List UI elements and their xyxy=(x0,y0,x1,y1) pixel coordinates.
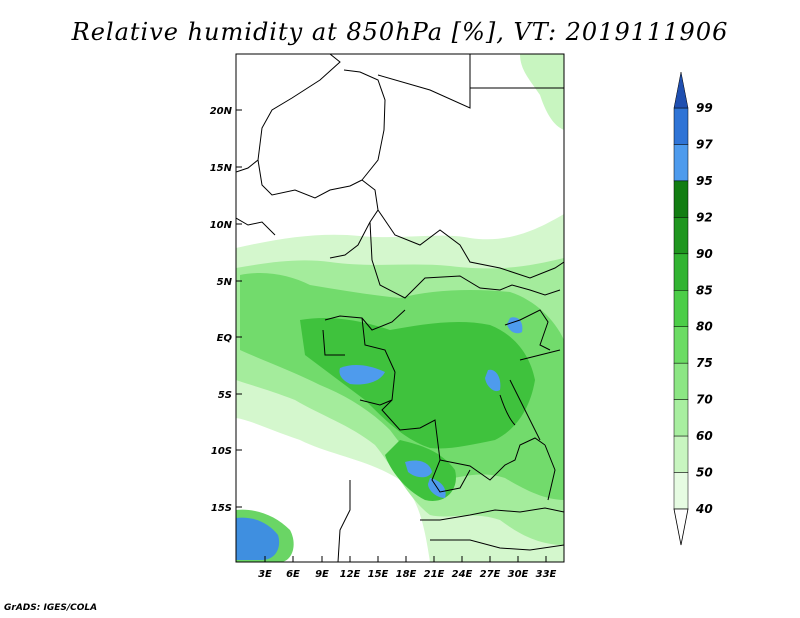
colorbar-label: 90 xyxy=(696,247,713,261)
colorbar-segment xyxy=(673,180,689,218)
humidity-field xyxy=(236,54,564,562)
colorbar-label: 85 xyxy=(696,283,713,297)
latitude-axis: 20N 15N 10N 5N EQ 5S 10S 15S xyxy=(210,106,242,514)
country-borders xyxy=(236,54,564,562)
map-frame xyxy=(235,53,565,563)
lon-tick-label: 18E xyxy=(396,569,417,580)
lat-tick-label: 10N xyxy=(210,220,233,231)
lon-tick-label: 6E xyxy=(286,569,300,580)
colorbar-segment xyxy=(673,435,689,473)
colorbar-label: 92 xyxy=(696,210,713,224)
lon-tick-label: 15E xyxy=(368,569,389,580)
lon-tick-label: 33E xyxy=(536,569,557,580)
colorbar-label: 80 xyxy=(696,320,713,334)
colorbar-label: 70 xyxy=(696,393,713,407)
map-title: Relative humidity at 850hPa [%], VT: 201… xyxy=(71,18,729,46)
lat-tick-label: EQ xyxy=(217,333,233,344)
lon-tick-label: 30E xyxy=(508,569,529,580)
colorbar-segment xyxy=(673,362,689,400)
lat-tick-label: 5N xyxy=(217,277,233,288)
colorbar-label: 95 xyxy=(696,174,713,188)
colorbar-segment xyxy=(673,290,689,327)
colorbar-bottom-arrow xyxy=(673,508,689,546)
lat-tick-label: 5S xyxy=(218,390,232,401)
colorbar-segment xyxy=(673,399,689,437)
colorbar-label: 40 xyxy=(695,502,713,516)
lon-tick-label: 3E xyxy=(258,569,272,580)
colorbar-segment xyxy=(673,472,689,510)
lat-tick-label: 20N xyxy=(210,106,233,117)
colorbar-label: 75 xyxy=(696,356,713,370)
lat-tick-label: 10S xyxy=(211,446,232,457)
colorbar-label: 50 xyxy=(696,466,713,480)
colorbar-segment xyxy=(673,107,689,145)
lon-tick-label: 27E xyxy=(480,569,501,580)
lon-tick-label: 12E xyxy=(340,569,361,580)
lat-tick-label: 15N xyxy=(210,163,233,174)
colorbar-segment xyxy=(673,144,689,182)
lon-tick-label: 9E xyxy=(315,569,329,580)
credit-label: GrADS: IGES/COLA xyxy=(4,603,98,613)
colorbar-segment xyxy=(673,217,689,255)
colorbar-label: 97 xyxy=(696,137,713,151)
colorbar-label: 60 xyxy=(696,429,713,443)
colorbar-segment xyxy=(673,326,689,364)
colorbar-segment xyxy=(673,253,689,291)
colorbar: 99 97 95 92 90 85 80 75 70 60 50 40 xyxy=(673,71,713,546)
colorbar-top-arrow xyxy=(673,71,689,109)
longitude-axis: 3E 6E 9E 12E 15E 18E 21E 24E 27E 30E 33E xyxy=(258,556,557,580)
colorbar-label: 99 xyxy=(696,101,713,115)
lon-tick-label: 24E xyxy=(452,569,473,580)
lat-tick-label: 15S xyxy=(211,503,232,514)
lon-tick-label: 21E xyxy=(424,569,445,580)
